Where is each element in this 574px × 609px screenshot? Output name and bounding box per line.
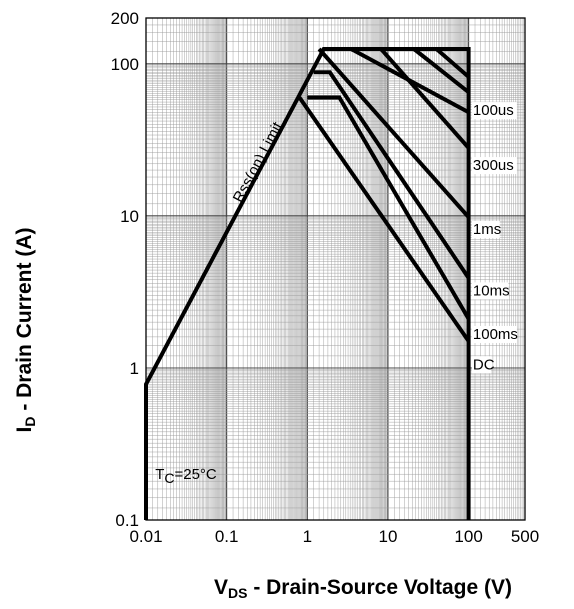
hatch-line (412, 47, 470, 94)
y-axis-title: ID - Drain Current (A) (13, 228, 38, 433)
x-axis-title-sub: DS (228, 585, 247, 601)
x-tick-label: 500 (511, 527, 539, 546)
curve-label-text: 100us (473, 102, 514, 119)
y-tick-label: 1 (130, 359, 139, 378)
curve-label-text: 300us (473, 157, 514, 174)
x-axis-title: VDS - Drain-Source Voltage (V) (214, 576, 512, 601)
curve-label-text: 100ms (473, 326, 518, 343)
y-axis-title-sub: D (22, 417, 38, 427)
curve-labels: 100us 300us 1ms 10ms 100ms DC (471, 102, 518, 374)
y-tick-label: 200 (111, 9, 139, 28)
series-line-DC (297, 96, 471, 343)
curve-label-text: 10ms (473, 282, 510, 299)
y-tick-label: 100 (111, 55, 139, 74)
plot-frame (145, 17, 526, 521)
curve-label: 100us (471, 102, 517, 120)
hatch-line (435, 47, 470, 79)
curve-label: 300us (471, 157, 517, 175)
x-tick-label: 0.01 (129, 527, 162, 546)
x-axis-title-rest: - Drain-Source Voltage (V) (247, 576, 511, 599)
tc-annotation-rest: =25°C (174, 466, 216, 483)
y-tick-label: 10 (120, 207, 139, 226)
curve-label: 100ms (471, 325, 518, 343)
series-line-1ms (317, 47, 471, 219)
x-tick-label: 100 (454, 527, 482, 546)
curve-label: 1ms (471, 220, 501, 238)
y-tick-label: 0.1 (115, 511, 139, 530)
y-axis-title-rest: - Drain Current (A) (13, 228, 36, 417)
curve-label-text: 1ms (473, 221, 501, 238)
series-line-10ms (313, 70, 471, 280)
x-axis-title-main: V (214, 576, 228, 599)
x-tick-label: 0.1 (215, 527, 239, 546)
tc-annotation-main: T (155, 466, 164, 483)
series-line-100ms (307, 95, 471, 320)
y-axis-title-main: I (13, 427, 36, 433)
tc-annotation-sub: C (164, 470, 174, 486)
grid (146, 18, 525, 520)
curve-label-text: DC (473, 356, 495, 373)
x-tick-label: 1 (303, 527, 312, 546)
curve-label: 10ms (471, 282, 510, 300)
curve-label: DC (471, 356, 495, 374)
x-tick-label: 10 (379, 527, 398, 546)
tc-annotation: TC=25°C (155, 466, 217, 486)
series-line-300us (379, 47, 471, 150)
